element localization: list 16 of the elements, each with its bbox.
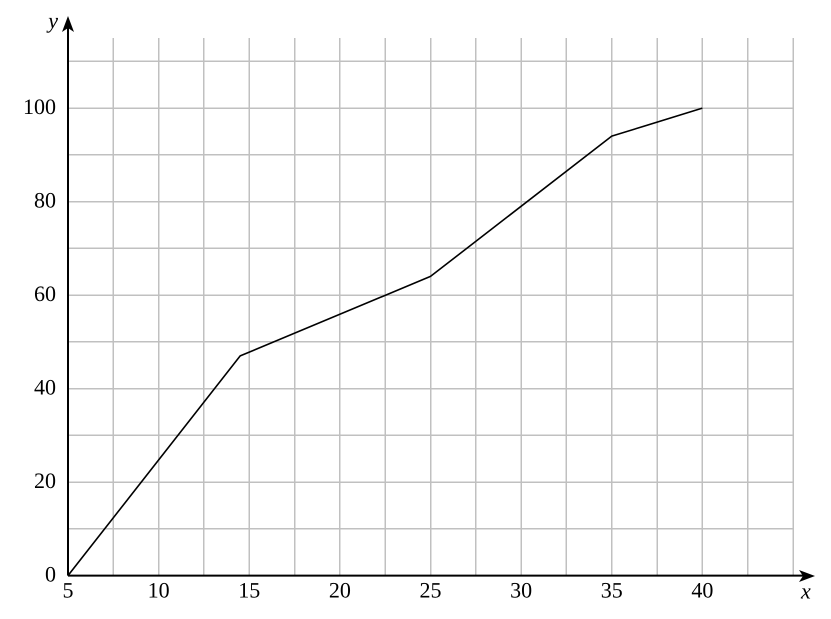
x-tick-label: 40 [691,578,714,603]
y-tick-label: 20 [34,468,56,493]
y-tick-label: 40 [34,374,56,400]
y-tick-label: 80 [34,187,56,212]
x-axis-title: x [800,578,811,604]
x-tick-label: 20 [328,578,351,603]
y-axis-title: y [46,8,58,33]
y-tick-label: 100 [23,94,56,119]
x-tick-label: 30 [510,578,532,603]
x-tick-label: 10 [148,578,170,603]
x-tick-label: 15 [238,578,260,603]
y-tick-label: 60 [34,280,56,306]
x-tick-label: 35 [600,578,623,603]
y-tick-label: 0 [45,561,56,586]
x-tick-label: 25 [420,578,442,603]
x-tick-label: 5 [62,578,74,603]
